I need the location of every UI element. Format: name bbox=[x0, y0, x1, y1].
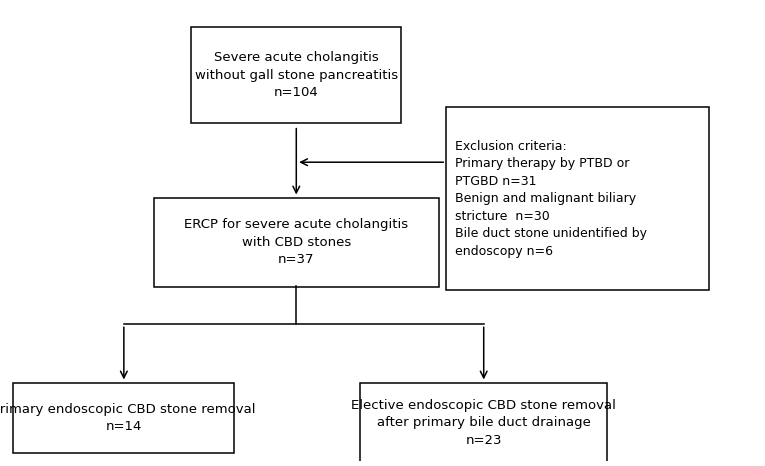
Text: Primary endoscopic CBD stone removal
n=14: Primary endoscopic CBD stone removal n=1… bbox=[0, 403, 256, 433]
Text: Exclusion criteria:
Primary therapy by PTBD or
PTGBD n=31
Benign and malignant b: Exclusion criteria: Primary therapy by P… bbox=[455, 140, 647, 258]
FancyBboxPatch shape bbox=[446, 108, 708, 290]
Text: Elective endoscopic CBD stone removal
after primary bile duct drainage
n=23: Elective endoscopic CBD stone removal af… bbox=[351, 398, 616, 446]
Text: ERCP for severe acute cholangitis
with CBD stones
n=37: ERCP for severe acute cholangitis with C… bbox=[184, 218, 409, 266]
FancyBboxPatch shape bbox=[360, 383, 607, 462]
FancyBboxPatch shape bbox=[191, 27, 401, 123]
FancyBboxPatch shape bbox=[13, 383, 234, 453]
Text: Severe acute cholangitis
without gall stone pancreatitis
n=104: Severe acute cholangitis without gall st… bbox=[195, 51, 398, 99]
FancyBboxPatch shape bbox=[154, 198, 438, 287]
